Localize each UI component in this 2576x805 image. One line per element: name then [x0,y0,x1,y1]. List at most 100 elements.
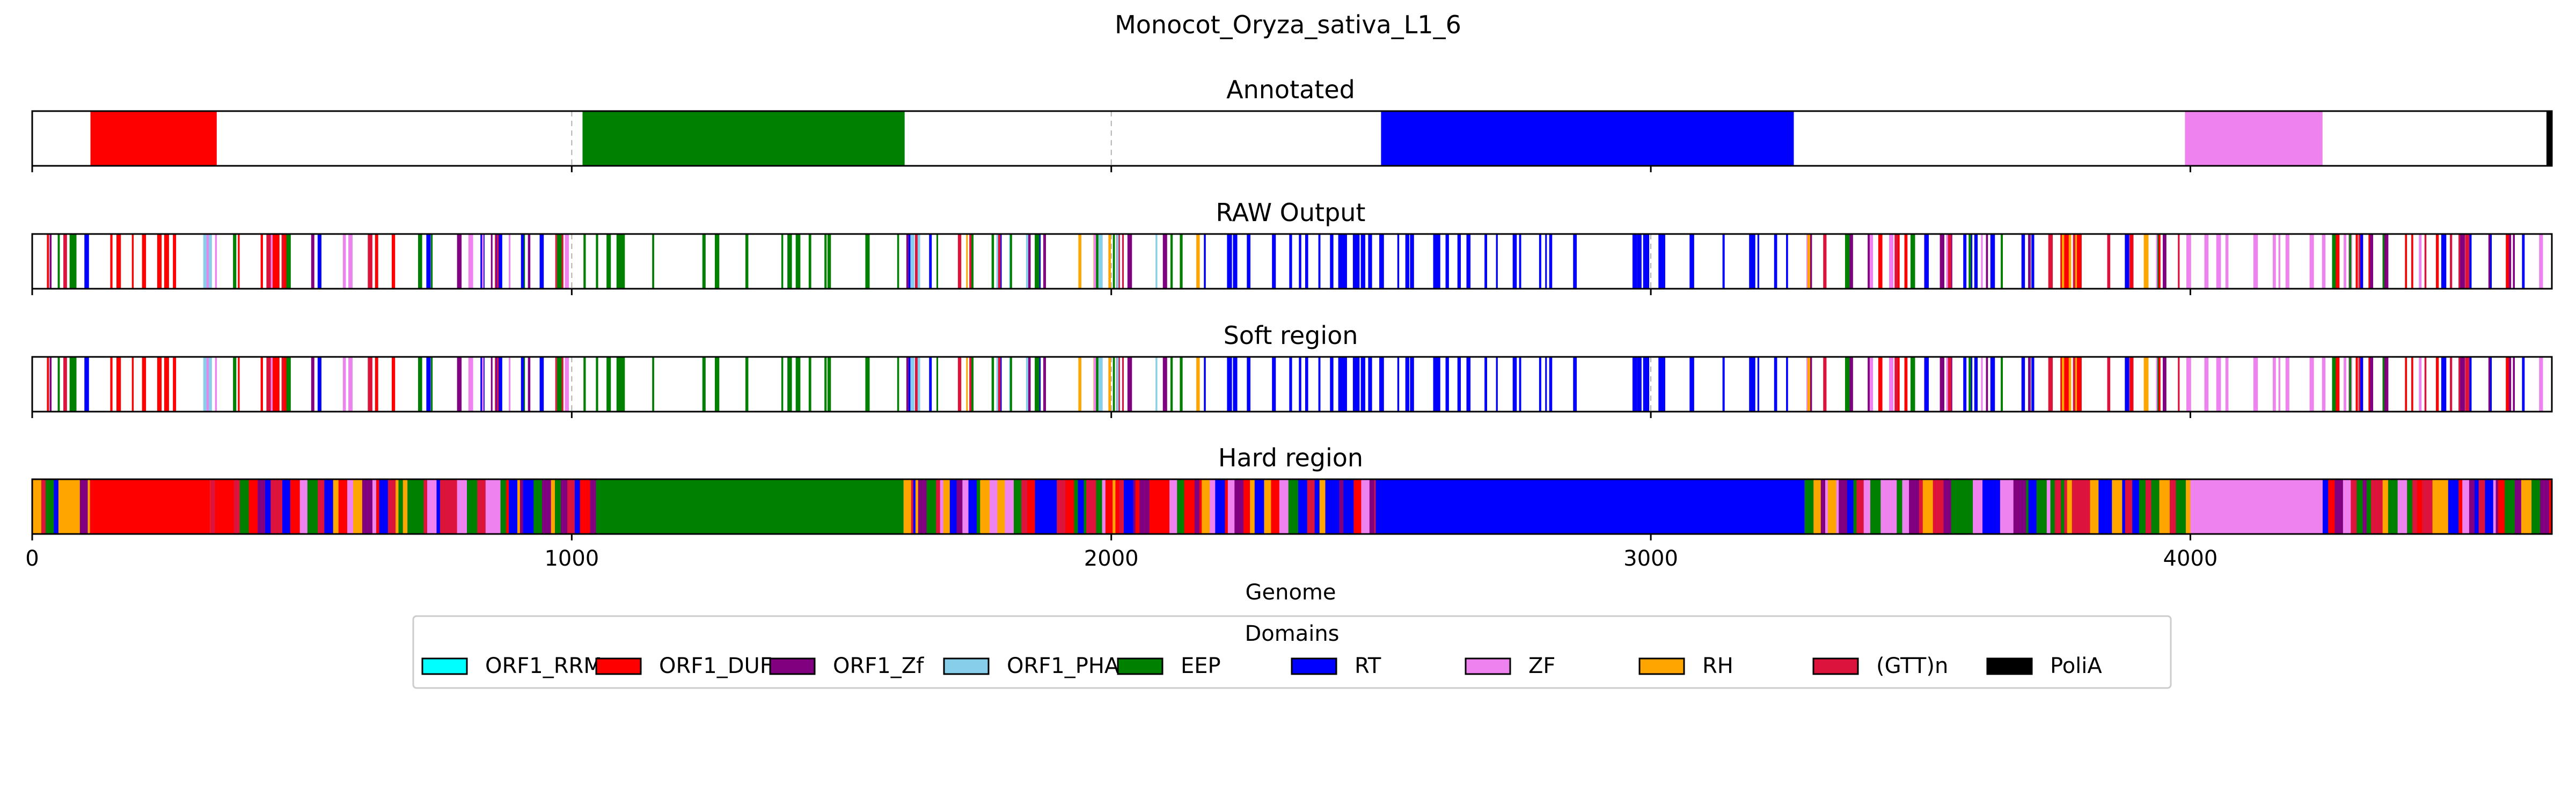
fill-mark [1847,479,1854,534]
stripe-mark [1573,357,1577,412]
stripe-mark [2344,234,2346,289]
stripe-mark [273,357,277,412]
stripe-mark [1379,357,1384,412]
stripe-mark [1360,234,1366,289]
stripe-mark [84,357,89,412]
stripe-mark [1974,357,1978,412]
stripe-mark [1545,234,1547,289]
stripe-mark [72,357,77,412]
stripe-mark [496,357,499,412]
stripe-mark [1397,357,1400,412]
segment-polia [2546,111,2552,166]
stripe-mark [2253,234,2258,289]
stripe-mark [47,357,49,412]
fill-mark [2185,479,2191,534]
stripe-mark [1410,357,1414,412]
stripe-mark [971,357,974,412]
stripe-mark [283,234,287,289]
fill-mark [2064,479,2068,534]
stripe-mark [1786,357,1788,412]
stripe-mark [57,234,60,289]
stripe-mark [1180,357,1183,412]
stripe-mark [1646,234,1650,289]
legend-swatch [421,657,468,675]
fill-mark [2028,479,2032,534]
fill-mark [87,479,91,534]
stripe-mark [468,357,473,412]
fill-mark [574,479,581,534]
legend-swatch [1291,657,1337,675]
stripe-mark [1445,234,1449,289]
fill-mark [580,479,591,534]
fill-mark [506,479,509,534]
stripe-mark [2077,234,2082,289]
stripe-mark [375,234,378,289]
fill-mark [1113,479,1116,534]
fill-mark [1992,479,2001,534]
fill-mark [2159,479,2170,534]
segment-eep [582,111,905,166]
stripe-mark [1397,234,1400,289]
stripe-mark [2028,234,2031,289]
stripe-mark [1722,234,1725,289]
stripe-mark [966,234,968,289]
fill-mark [2151,479,2160,534]
stripe-mark [2143,234,2149,289]
stripe-mark [2424,357,2427,412]
stripe-mark [2068,357,2072,412]
stripe-mark [2539,357,2543,412]
stripe-mark [897,234,899,289]
stripe-mark [1924,234,1929,289]
stripe-mark [1757,357,1760,412]
fill-mark [526,479,534,534]
fill-mark [1149,479,1160,534]
stripe-mark [1807,357,1809,412]
fill-mark [2328,479,2335,534]
stripe-mark [1352,357,1358,412]
stripe-mark [2450,357,2453,412]
stripe-mark [2021,234,2025,289]
stripe-mark [1643,234,1648,289]
stripe-mark [2435,234,2439,289]
fill-mark [2458,479,2463,534]
legend-swatch [1812,657,1859,675]
stripe-mark [2077,357,2082,412]
stripe-mark [2309,357,2314,412]
stripe-mark [561,357,564,412]
stripe-mark [468,234,473,289]
fill-mark [1135,479,1140,534]
stripe-mark [2334,357,2340,412]
stripe-mark [1806,234,1809,289]
fill-mark [1902,479,1909,534]
stripe-mark [1519,234,1521,289]
stripe-mark [1272,234,1276,289]
stripe-mark [2107,234,2111,289]
stripe-mark [555,234,557,289]
fill-mark [2176,479,2186,534]
fill-mark [299,479,303,534]
stripe-mark [867,234,869,289]
stripe-mark [1204,234,1206,289]
stripe-mark [273,234,277,289]
stripe-mark [1484,234,1487,289]
stripe-mark [2332,357,2336,412]
fill-mark [560,479,568,534]
stripe-mark [1845,357,1850,412]
fill-mark [943,479,950,534]
stripe-mark [508,357,511,412]
stripe-mark [1807,234,1809,289]
stripe-mark [1662,357,1665,412]
fill-mark [1225,479,1228,534]
stripe-mark [2435,357,2439,412]
stripe-mark [1689,357,1694,412]
stripe-mark [521,357,524,412]
stripe-mark [1749,357,1753,412]
fill-mark [402,479,408,534]
fill-mark [2098,479,2109,534]
stripe-mark [1549,234,1553,289]
stripe-mark [914,234,918,289]
stripe-mark [1227,357,1232,412]
stripe-mark [209,234,212,289]
stripe-mark [1340,357,1344,412]
